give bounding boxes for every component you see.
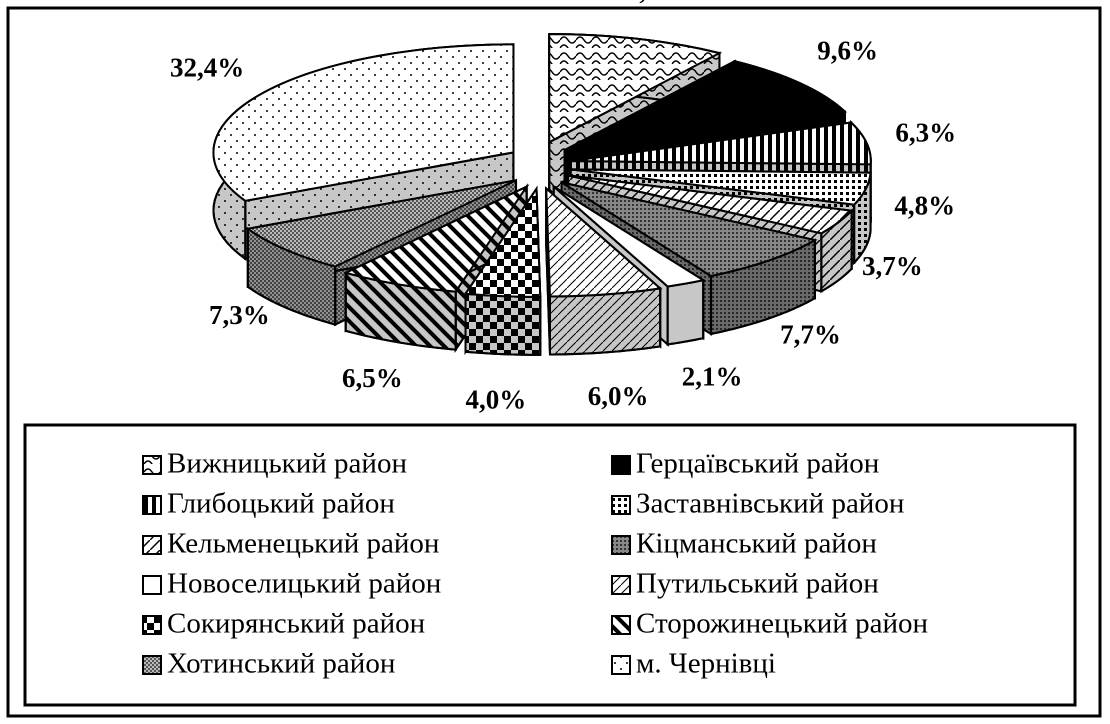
- slice: [463, 185, 542, 298]
- value-label: 7,3%: [209, 300, 270, 330]
- legend-swatch: [142, 535, 162, 555]
- value-label: 32,4%: [170, 52, 244, 82]
- legend-swatch: [611, 495, 631, 515]
- legend: Вижницький район Герцаївський район Глибоц…: [142, 448, 928, 680]
- legend-swatch: [142, 495, 162, 515]
- legend-swatch: [611, 455, 631, 475]
- slice: [212, 43, 515, 202]
- legend-label: Хотинський район: [167, 648, 395, 680]
- value-label: 6,3%: [895, 117, 956, 147]
- value-label: 6,5%: [342, 363, 403, 393]
- value-label: 4,8%: [894, 190, 955, 220]
- legend-label: Путильський район: [636, 568, 879, 600]
- legend-swatch: [142, 655, 162, 675]
- legend-swatch: [611, 655, 631, 675]
- legend-swatch: [611, 535, 631, 555]
- legend-label: Герцаївський район: [636, 448, 879, 480]
- slice-wall-shade: [666, 278, 705, 346]
- value-label: 3,7%: [862, 251, 923, 281]
- value-label: 4,0%: [465, 384, 526, 414]
- slice: [545, 186, 663, 298]
- legend-label: Вижницький район: [167, 448, 407, 480]
- slice: [564, 60, 848, 152]
- legend-label: Сторожинецький район: [636, 608, 928, 640]
- slice-wall-shade: [464, 292, 542, 356]
- legend-label: м. Чернівці: [636, 648, 776, 680]
- legend-label: Кельменецький район: [167, 528, 439, 560]
- value-label: 9,6%: [817, 36, 878, 66]
- slice-wall-shade: [549, 287, 662, 356]
- legend-label: Новоселицький район: [167, 568, 441, 600]
- value-label: 2,1%: [682, 361, 743, 391]
- legend-swatch: [142, 455, 162, 475]
- slice: [567, 174, 854, 235]
- slice: [548, 33, 723, 144]
- slice: [570, 168, 872, 206]
- legend-label: Заставнівський район: [636, 488, 904, 520]
- legend-box: [23, 423, 1077, 707]
- slice: [561, 181, 818, 278]
- slice: [245, 179, 517, 268]
- slice: [553, 185, 706, 288]
- legend-label: Сокирянський район: [167, 608, 425, 640]
- legend-swatch: [611, 575, 631, 595]
- slice: [342, 184, 530, 293]
- value-label: 9,6%: [626, 0, 687, 5]
- slice: [570, 121, 872, 166]
- value-label: 6,0%: [588, 381, 649, 411]
- legend-swatch: [142, 575, 162, 595]
- legend-swatch: [611, 615, 631, 635]
- legend-swatch: [142, 615, 162, 635]
- legend-label: Кіцманський район: [636, 528, 877, 560]
- legend-label: Глибоцький район: [167, 488, 395, 520]
- value-label: 7,7%: [780, 320, 841, 350]
- pie: 9,6% 9,6% 6,3% 4,8% 3,7% 7,7% 2,1% 6,0% 4,0% 6,5%…: [170, 0, 956, 414]
